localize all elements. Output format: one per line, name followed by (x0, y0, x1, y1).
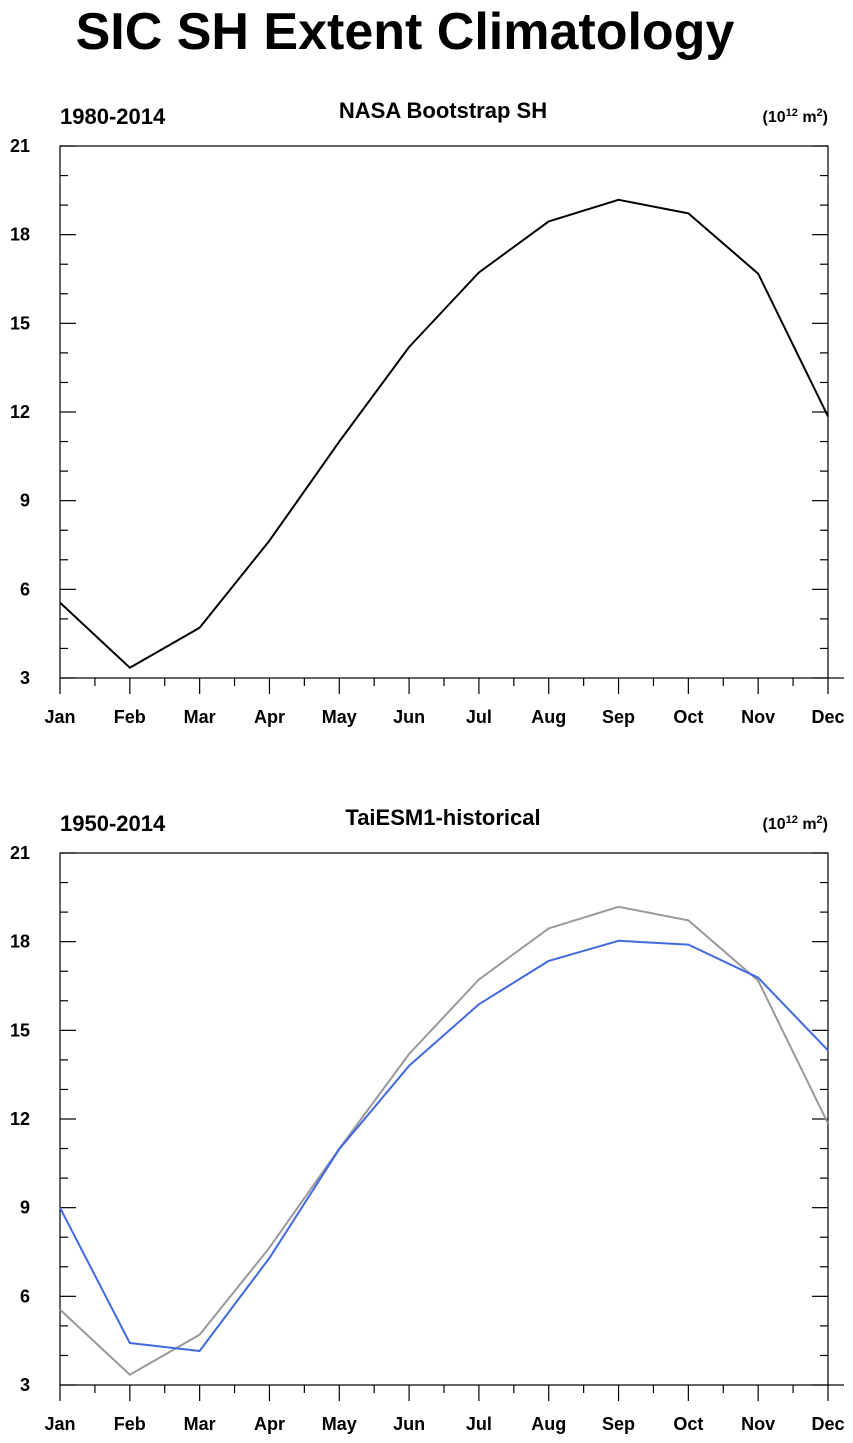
y-tick-label: 18 (10, 225, 30, 245)
plot-frame (59, 145, 829, 679)
page-title: SIC SH Extent Climatology (75, 3, 735, 61)
x-tick-label: May (322, 1414, 357, 1434)
plot-frame (59, 852, 829, 1386)
x-tick-label: Dec (811, 1414, 844, 1434)
x-tick-label: Dec (811, 707, 844, 727)
x-tick-label: Oct (673, 1414, 703, 1434)
panel-left-title: 1950-2014 (60, 811, 166, 836)
x-tick-label: Jul (466, 707, 492, 727)
y-tick-label: 21 (10, 843, 30, 863)
x-tick-label: Apr (254, 707, 285, 727)
y-tick-label: 3 (20, 1375, 30, 1395)
x-tick-label: Jan (44, 1414, 75, 1434)
units-part: ) (823, 109, 828, 126)
units-part: 12 (786, 814, 798, 826)
x-tick-label: Jun (393, 707, 425, 727)
x-tick-label: Mar (184, 1414, 216, 1434)
x-tick-label: Jul (466, 1414, 492, 1434)
x-tick-label: May (322, 707, 357, 727)
units-part: m (798, 816, 817, 833)
panel-left-title: 1980-2014 (60, 104, 166, 129)
y-tick-label: 12 (10, 1109, 30, 1129)
chart-panel-1: 1980-2014 NASA Bootstrap SH (1012 m2)36912… (10, 98, 845, 727)
units-part: ) (823, 816, 828, 833)
y-tick-label: 6 (20, 1286, 30, 1306)
y-tick-label: 21 (10, 136, 30, 156)
panel-title: TaiESM1-historical (345, 805, 540, 830)
x-tick-label: Feb (114, 707, 146, 727)
y-tick-label: 6 (20, 579, 30, 599)
y-tick-label: 9 (20, 1198, 30, 1218)
units-part: 12 (786, 107, 798, 119)
series-line-1 (59, 905, 829, 1376)
x-tick-label: Jun (393, 1414, 425, 1434)
y-tick-label: 15 (10, 313, 30, 333)
y-tick-label: 3 (20, 668, 30, 688)
units-part: (10 (763, 109, 786, 126)
x-tick-label: Aug (531, 707, 566, 727)
units-part: m (798, 109, 817, 126)
y-tick-label: 9 (20, 491, 30, 511)
x-tick-label: Feb (114, 1414, 146, 1434)
units-part: (10 (763, 816, 786, 833)
x-tick-label: Jan (44, 707, 75, 727)
chart-panel-2: 1950-2014 TaiESM1-historical (1012 m2)3691… (10, 805, 845, 1434)
units-part: 2 (817, 814, 823, 826)
x-tick-label: Apr (254, 1414, 285, 1434)
x-tick-label: Nov (741, 1414, 775, 1434)
x-tick-label: Aug (531, 1414, 566, 1434)
panel-units: (1012 m2) (763, 107, 829, 126)
units-part: 2 (817, 107, 823, 119)
x-tick-label: Mar (184, 707, 216, 727)
x-tick-label: Oct (673, 707, 703, 727)
y-tick-label: 18 (10, 932, 30, 952)
series-line-1 (59, 198, 829, 669)
panel-title: NASA Bootstrap SH (339, 98, 547, 123)
x-tick-label: Sep (602, 1414, 635, 1434)
y-tick-label: 15 (10, 1020, 30, 1040)
x-tick-label: Nov (741, 707, 775, 727)
series-line-2 (59, 939, 829, 1352)
panel-units: (1012 m2) (763, 814, 829, 833)
y-tick-label: 12 (10, 402, 30, 422)
x-tick-label: Sep (602, 707, 635, 727)
